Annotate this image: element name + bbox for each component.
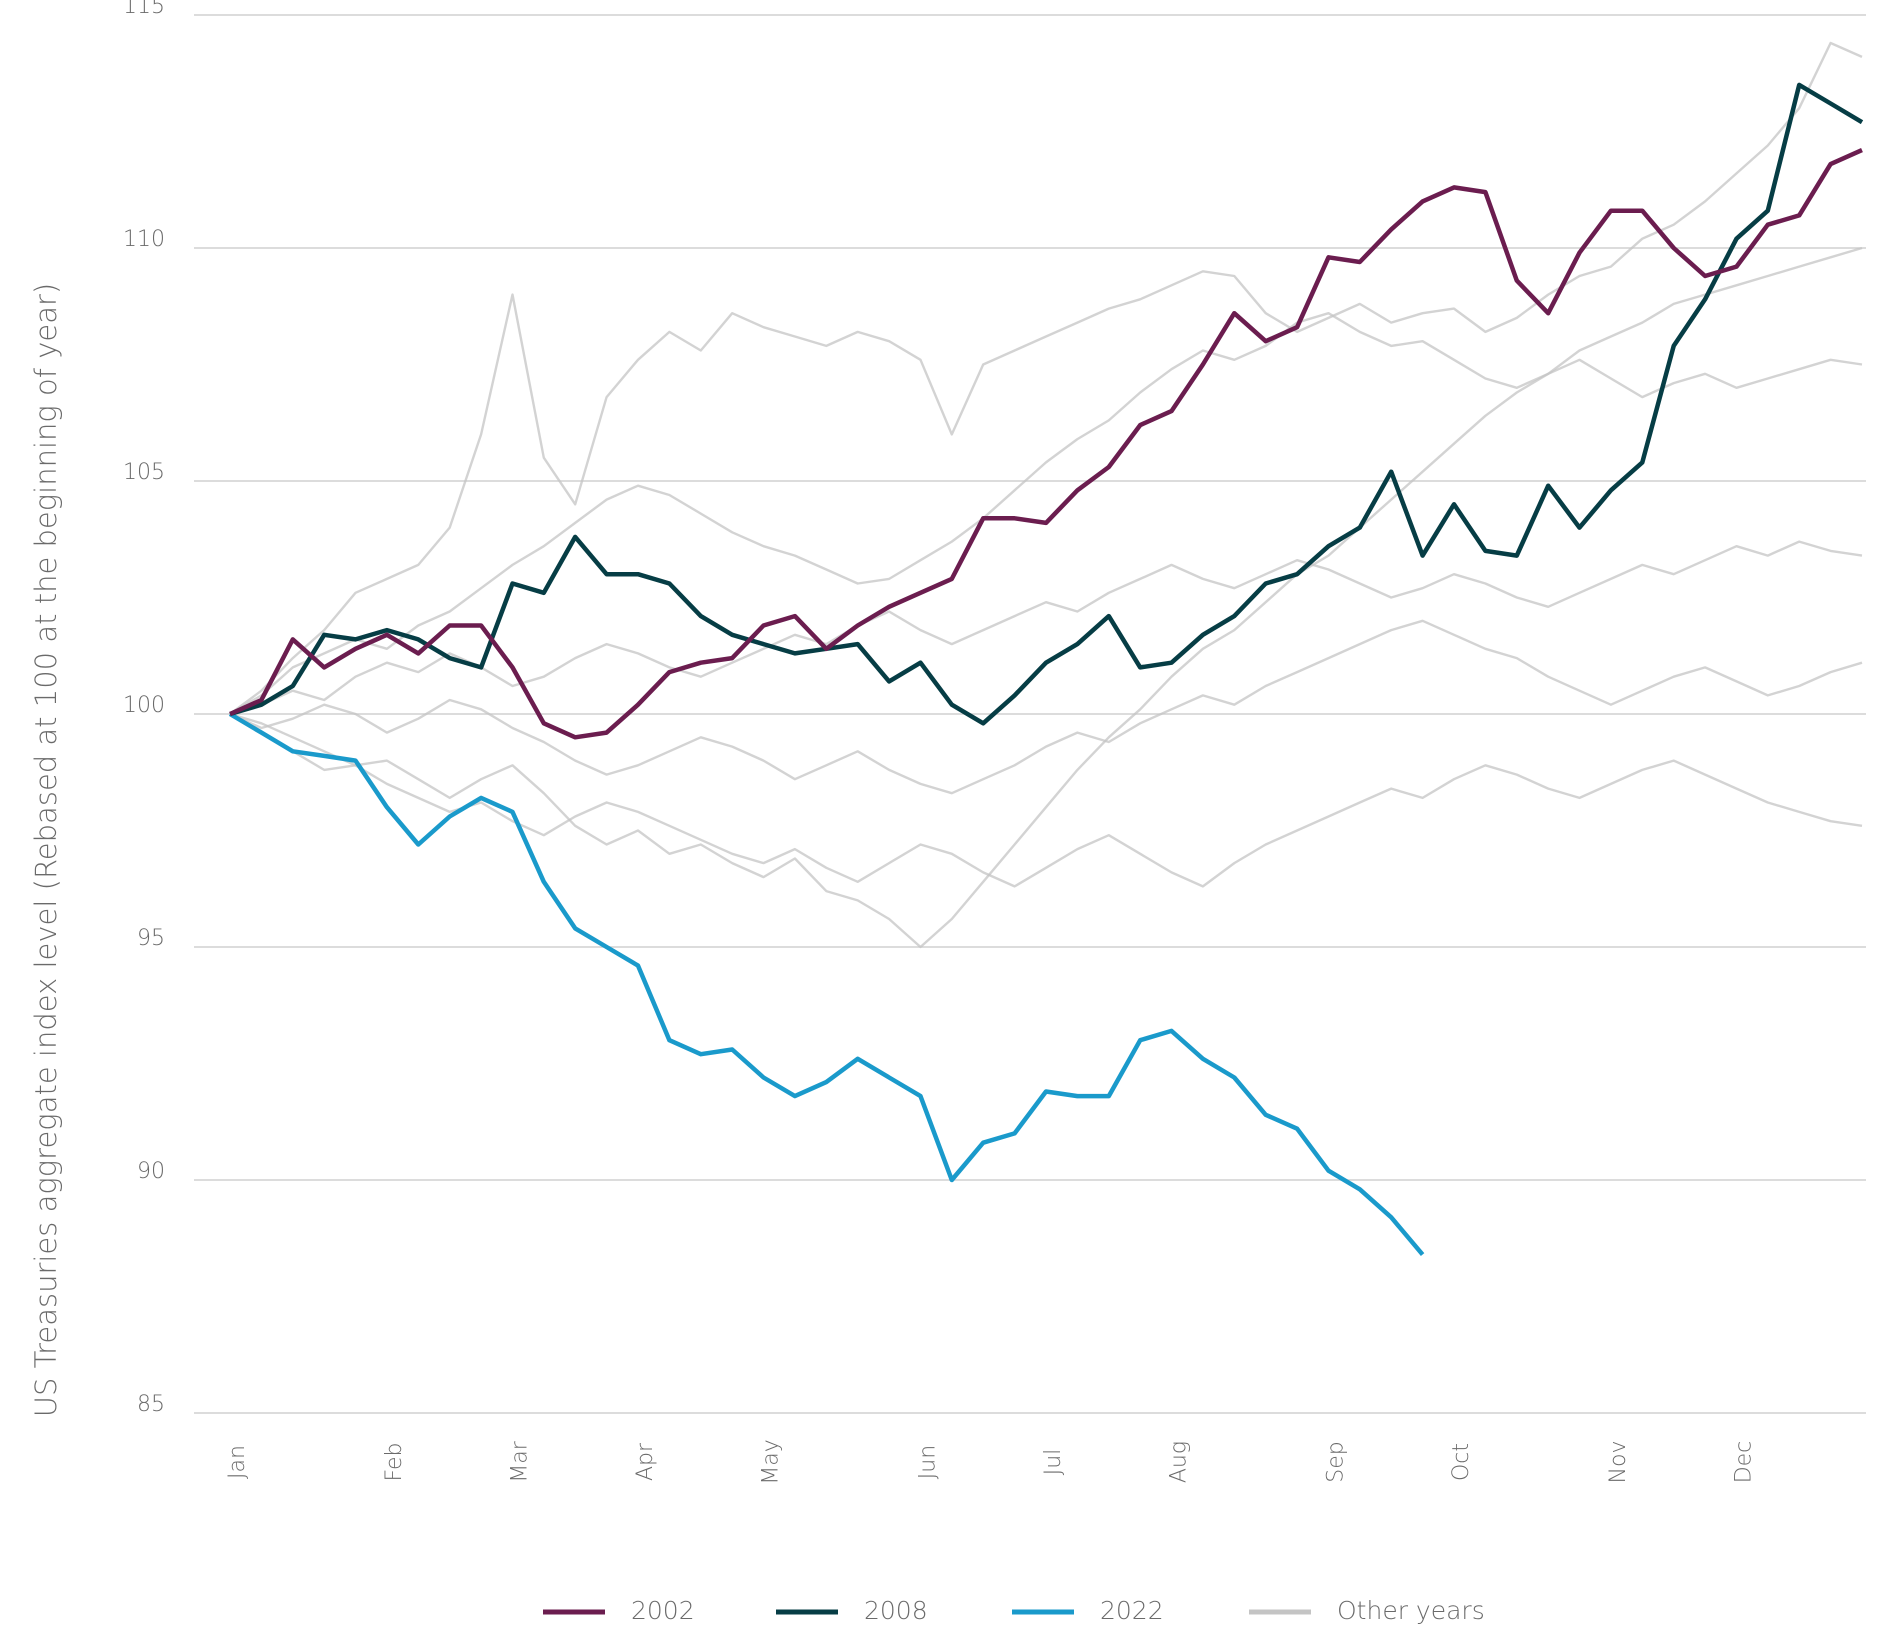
y-axis-title: US Treasuries aggregate index level (Reb… xyxy=(29,283,63,1417)
series xyxy=(229,41,1863,715)
x-tick-label: Oct xyxy=(1449,1443,1474,1481)
legend-label: 2008 xyxy=(864,1596,928,1625)
x-tick-label: Mar xyxy=(507,1440,532,1482)
y-tick-label: 105 xyxy=(123,460,165,485)
legend-label: Other years xyxy=(1337,1596,1485,1625)
legend-label: 2002 xyxy=(631,1596,695,1625)
line xyxy=(229,312,1863,716)
legend-label: 2022 xyxy=(1100,1596,1164,1625)
series xyxy=(228,712,1425,1257)
line xyxy=(229,540,1863,716)
x-tick-label: May xyxy=(759,1439,784,1484)
line xyxy=(229,148,1863,740)
series xyxy=(229,540,1863,716)
x-tick-label: Aug xyxy=(1167,1441,1192,1483)
series xyxy=(229,82,1864,726)
line xyxy=(229,82,1864,726)
y-tick-label: 85 xyxy=(137,1392,165,1417)
line xyxy=(229,712,1863,888)
line xyxy=(228,712,1425,1257)
series xyxy=(229,148,1863,740)
series xyxy=(229,246,1863,949)
x-tick-label: Feb xyxy=(382,1443,407,1482)
x-tick-label: Jul xyxy=(1041,1449,1066,1476)
x-tick-label: Apr xyxy=(633,1442,658,1481)
y-tick-label: 90 xyxy=(137,1159,165,1184)
y-tick-label: 95 xyxy=(137,926,165,951)
x-tick-label: Jan xyxy=(225,1445,250,1479)
series xyxy=(229,312,1863,716)
y-tick-label: 110 xyxy=(123,227,165,252)
line xyxy=(229,41,1863,715)
series xyxy=(229,619,1863,795)
y-tick-label: 100 xyxy=(123,693,165,718)
line xyxy=(229,619,1863,795)
x-tick-label: Sep xyxy=(1323,1441,1348,1482)
x-tick-label: Dec xyxy=(1731,1441,1756,1484)
line xyxy=(229,246,1863,949)
x-tick-label: Nov xyxy=(1606,1441,1631,1484)
y-tick-label: 115 xyxy=(123,0,165,19)
x-tick-label: Jun xyxy=(915,1445,940,1479)
series xyxy=(229,712,1863,888)
